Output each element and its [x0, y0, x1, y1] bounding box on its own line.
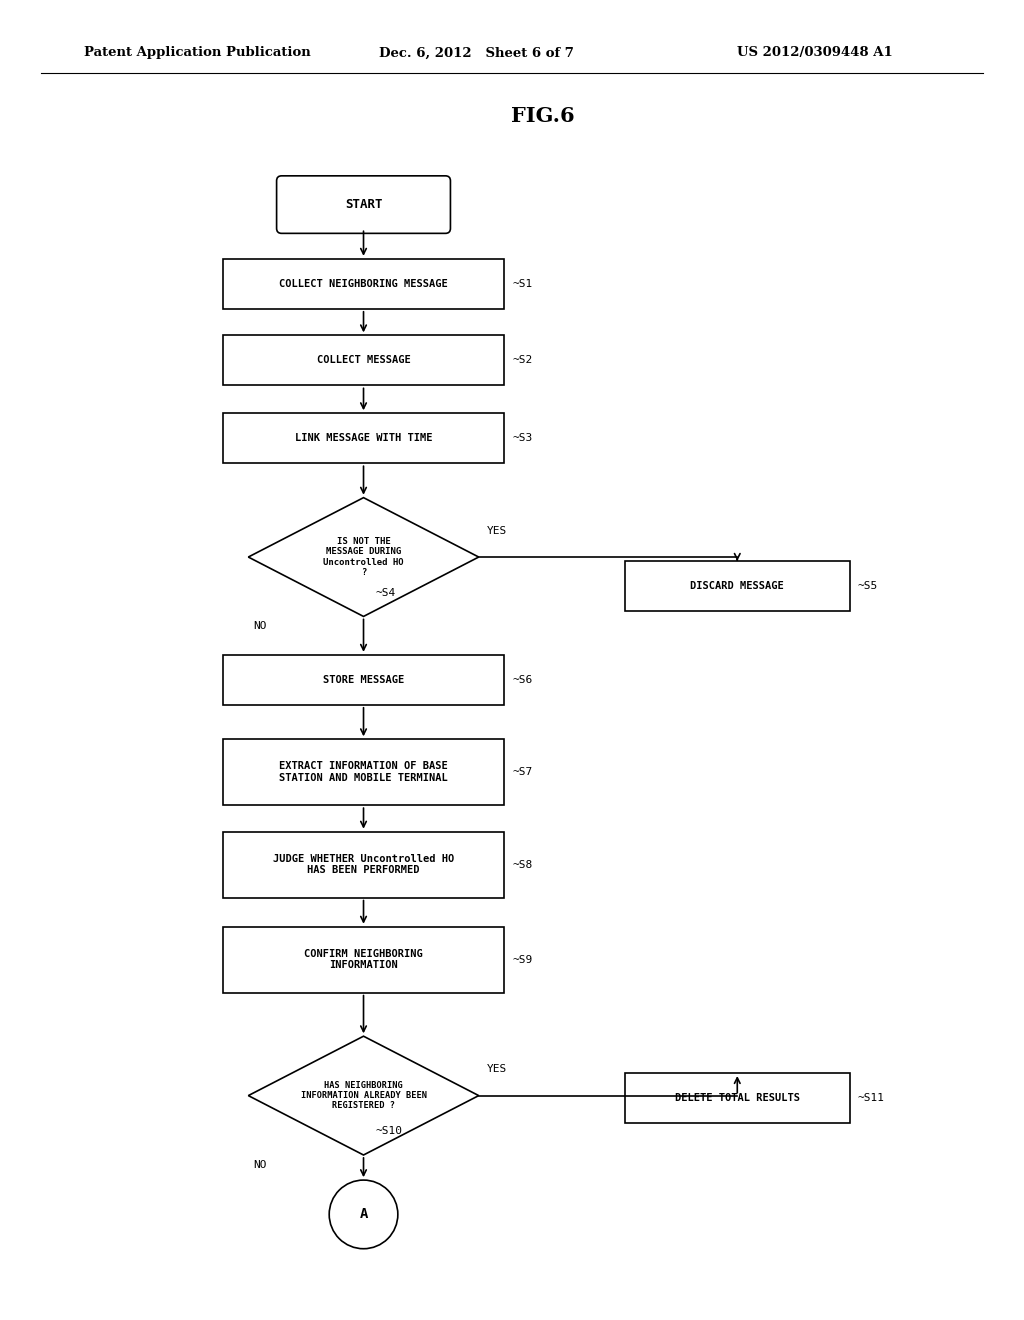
FancyBboxPatch shape	[276, 176, 451, 234]
Text: NO: NO	[253, 622, 267, 631]
Text: IS NOT THE
MESSAGE DURING
Uncontrolled HO
?: IS NOT THE MESSAGE DURING Uncontrolled H…	[324, 537, 403, 577]
Bar	[222, 739, 504, 805]
Bar	[222, 413, 504, 463]
Text: ~S4: ~S4	[375, 587, 395, 598]
Text: ~S11: ~S11	[858, 1093, 885, 1104]
Text: START: START	[345, 198, 382, 211]
Bar	[625, 1073, 850, 1123]
Text: Patent Application Publication: Patent Application Publication	[84, 46, 310, 59]
Text: COLLECT MESSAGE: COLLECT MESSAGE	[316, 355, 411, 366]
Text: JUDGE WHETHER Uncontrolled HO
HAS BEEN PERFORMED: JUDGE WHETHER Uncontrolled HO HAS BEEN P…	[272, 854, 455, 875]
Text: YES: YES	[486, 525, 507, 536]
Text: DELETE TOTAL RESULTS: DELETE TOTAL RESULTS	[675, 1093, 800, 1104]
Text: ~S7: ~S7	[512, 767, 532, 777]
Circle shape	[329, 1180, 398, 1249]
Text: ~S6: ~S6	[512, 675, 532, 685]
Text: US 2012/0309448 A1: US 2012/0309448 A1	[737, 46, 893, 59]
Text: ~S5: ~S5	[858, 581, 879, 591]
Text: ~S2: ~S2	[512, 355, 532, 366]
Text: COLLECT NEIGHBORING MESSAGE: COLLECT NEIGHBORING MESSAGE	[280, 279, 447, 289]
Text: NO: NO	[253, 1160, 267, 1170]
Text: ~S3: ~S3	[512, 433, 532, 444]
Bar	[222, 927, 504, 993]
Text: ~S10: ~S10	[375, 1126, 402, 1137]
Text: ~S1: ~S1	[512, 279, 532, 289]
Text: ~S8: ~S8	[512, 859, 532, 870]
Polygon shape	[248, 498, 478, 616]
Bar	[222, 655, 504, 705]
Text: CONFIRM NEIGHBORING
INFORMATION: CONFIRM NEIGHBORING INFORMATION	[304, 949, 423, 970]
Text: DISCARD MESSAGE: DISCARD MESSAGE	[690, 581, 784, 591]
Bar	[222, 832, 504, 898]
Text: HAS NEIGHBORING
INFORMATION ALREADY BEEN
REGISTERED ?: HAS NEIGHBORING INFORMATION ALREADY BEEN…	[300, 1081, 427, 1110]
Text: ~S9: ~S9	[512, 954, 532, 965]
Text: STORE MESSAGE: STORE MESSAGE	[323, 675, 404, 685]
Bar	[625, 561, 850, 611]
Text: FIG.6: FIG.6	[511, 106, 574, 127]
Polygon shape	[248, 1036, 478, 1155]
Text: A: A	[359, 1208, 368, 1221]
Text: EXTRACT INFORMATION OF BASE
STATION AND MOBILE TERMINAL: EXTRACT INFORMATION OF BASE STATION AND …	[280, 762, 447, 783]
Text: LINK MESSAGE WITH TIME: LINK MESSAGE WITH TIME	[295, 433, 432, 444]
Text: YES: YES	[486, 1064, 507, 1074]
Bar	[222, 335, 504, 385]
Text: Dec. 6, 2012   Sheet 6 of 7: Dec. 6, 2012 Sheet 6 of 7	[379, 46, 573, 59]
Bar	[222, 259, 504, 309]
